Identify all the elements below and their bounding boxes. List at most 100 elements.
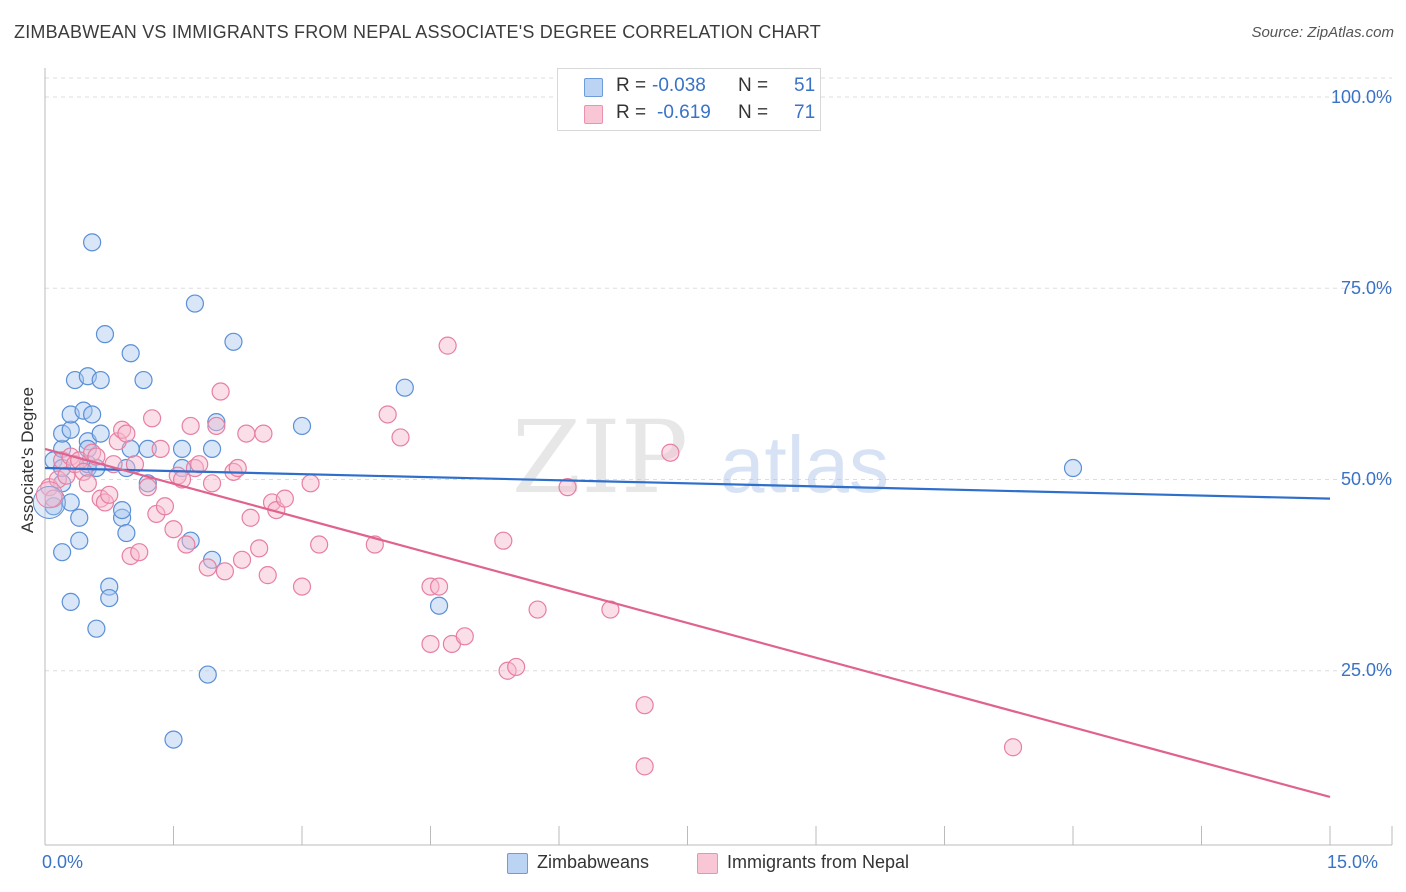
- point-zimbabweans: [429, 596, 449, 615]
- point-zimbabweans: [138, 474, 157, 493]
- point-nepal: [142, 409, 162, 428]
- point-nepal: [498, 661, 517, 680]
- legend-r-label: R =: [616, 75, 647, 96]
- point-nepal: [190, 455, 209, 474]
- x-tick-min: 0.0%: [42, 852, 84, 872]
- point-zimbabweans: [134, 370, 153, 390]
- point-zimbabweans: [70, 508, 89, 527]
- point-zimbabweans: [83, 405, 102, 424]
- point-zimbabweans: [87, 619, 106, 638]
- point-zimbabweans: [138, 439, 157, 458]
- legend-swatch-blue: [584, 78, 603, 97]
- point-nepal: [228, 458, 247, 478]
- point-nepal: [1003, 738, 1023, 757]
- chart-title: ZIMBABWEAN VS IMMIGRANTS FROM NEPAL ASSO…: [14, 22, 821, 42]
- point-nepal: [207, 416, 226, 436]
- point-nepal: [181, 416, 200, 436]
- legend-r-value: -0.619: [657, 102, 711, 123]
- point-nepal: [558, 478, 577, 497]
- watermark-atlas: atlas: [720, 420, 889, 509]
- point-nepal: [254, 424, 273, 443]
- point-zimbabweans: [91, 370, 110, 390]
- point-nepal: [177, 535, 196, 554]
- point-nepal: [528, 600, 547, 619]
- point-zimbabweans: [112, 501, 132, 520]
- legend-swatch-blue: [507, 853, 528, 874]
- point-nepal: [635, 757, 654, 776]
- point-nepal: [155, 497, 175, 516]
- point-nepal: [310, 535, 329, 554]
- point-nepal: [74, 462, 93, 481]
- point-zimbabweans: [207, 413, 226, 432]
- point-nepal: [151, 439, 170, 458]
- point-nepal: [164, 520, 183, 539]
- point-nepal: [130, 543, 149, 562]
- point-nepal: [292, 577, 312, 596]
- point-nepal: [455, 627, 474, 646]
- point-nepal: [507, 657, 526, 677]
- point-zimbabweans: [202, 439, 222, 458]
- legend-swatch-pink: [584, 105, 603, 124]
- point-nepal: [232, 550, 252, 569]
- axes: [44, 68, 1393, 846]
- legend-label-nepal: Immigrants from Nepal: [727, 852, 910, 872]
- legend-row-nepal: R = -0.619 N = 71: [558, 102, 820, 126]
- point-zimbabweans: [224, 332, 243, 351]
- point-zimbabweans: [70, 531, 89, 550]
- point-nepal: [78, 474, 97, 493]
- y-tick-50: 50.0%: [1340, 469, 1392, 489]
- legend-r-value: -0.038: [652, 75, 706, 96]
- watermark: ZIP atlas: [512, 399, 889, 516]
- point-nepal: [138, 478, 157, 497]
- point-nepal: [275, 489, 294, 508]
- point-zimbabweans: [172, 439, 192, 458]
- y-tick-75: 75.0%: [1340, 278, 1392, 298]
- point-nepal: [635, 696, 654, 715]
- trend-line-zimbabweans: [44, 466, 1331, 500]
- gridlines: [45, 77, 1392, 672]
- point-nepal: [494, 531, 513, 550]
- point-zimbabweans: [74, 401, 93, 420]
- point-nepal: [301, 474, 320, 493]
- point-nepal: [241, 508, 260, 527]
- point-zimbabweans: [91, 424, 110, 443]
- point-zimbabweans: [44, 497, 63, 516]
- data-points: [32, 233, 1083, 776]
- point-nepal: [250, 539, 269, 558]
- point-nepal: [198, 558, 217, 577]
- point-nepal: [237, 424, 256, 443]
- point-nepal: [391, 428, 410, 447]
- legend-n-label: N =: [738, 75, 769, 96]
- point-zimbabweans: [53, 424, 72, 443]
- point-nepal: [100, 485, 119, 504]
- point-nepal: [421, 634, 440, 654]
- legend-n-value: 51: [794, 75, 816, 96]
- legend-label-zimbabweans: Zimbabweans: [537, 852, 650, 872]
- point-zimbabweans: [61, 420, 80, 439]
- legend-row-zimbabweans: R = -0.038 N = 51: [558, 75, 820, 99]
- point-nepal: [378, 405, 397, 424]
- point-zimbabweans: [1063, 458, 1083, 478]
- trend-lines: [44, 447, 1331, 799]
- point-nepal: [117, 424, 136, 443]
- point-zimbabweans: [83, 233, 102, 252]
- point-nepal: [211, 382, 230, 401]
- legend-n-value: 71: [794, 102, 816, 123]
- point-zimbabweans: [61, 592, 80, 612]
- point-zimbabweans: [61, 493, 80, 512]
- point-zimbabweans: [95, 325, 115, 344]
- point-zimbabweans: [395, 378, 414, 397]
- point-zimbabweans-cluster: [32, 485, 66, 519]
- point-nepal: [202, 474, 222, 493]
- point-nepal: [121, 546, 140, 566]
- point-nepal-cluster: [35, 481, 63, 509]
- legend-n-label: N =: [738, 102, 769, 123]
- trend-line-nepal: [44, 447, 1331, 799]
- point-nepal: [661, 443, 680, 462]
- point-nepal: [258, 566, 277, 585]
- point-zimbabweans: [198, 665, 217, 684]
- x-tick-max: 15.0%: [1327, 852, 1379, 872]
- y-axis-label: Associate's Degree: [18, 387, 37, 533]
- point-zimbabweans: [100, 588, 119, 608]
